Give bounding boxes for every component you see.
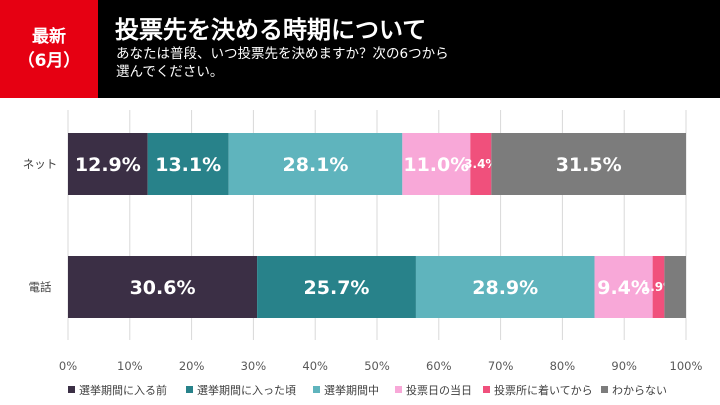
legend-label: 選挙期間中 [324,384,379,397]
data-label: 28.1% [283,154,349,176]
badge-line2: （6月） [17,51,81,71]
x-tick-label: 30% [241,359,267,373]
header-bar [0,0,720,98]
bar-segment [415,256,595,318]
legend-label: 選挙期間に入った頃 [197,384,296,397]
x-tick-label: 50% [364,359,390,373]
data-label: 3.4% [464,157,497,171]
x-tick-label: 20% [179,359,205,373]
page-title: 投票先を決める時期について [115,16,427,44]
legend-label: 投票日の当日 [406,383,472,397]
bar-segment [68,256,258,318]
bar-segment [491,133,686,195]
subtitle-line1: あなたは普段、いつ投票先を決めますか？次の6つから [116,46,449,62]
x-tick-label: 40% [302,359,328,373]
data-label: 12.9% [75,154,141,176]
x-tick-label: 10% [117,359,143,373]
bar-segment [664,256,686,318]
x-tick-label: 0% [59,359,77,373]
data-label: 31.5% [556,154,622,176]
legend-swatch [395,386,402,393]
legend-swatch [601,386,608,393]
page-subtitle: あなたは普段、いつ投票先を決めますか？次の6つから 選んでください。 [116,45,676,81]
data-label: 13.1% [155,154,221,176]
legend-swatch [313,386,320,393]
data-label: 9.4% [597,277,650,299]
x-tick-label: 70% [488,359,514,373]
legend-swatch [186,386,193,393]
badge-line1: 最新 [32,27,66,47]
data-label: 25.7% [304,277,370,299]
bar-segment [470,133,492,195]
data-label: 11.0% [403,154,469,176]
x-tick-label: 80% [550,359,576,373]
bar-segment [402,133,471,195]
legend-label: 選挙期間に入る前 [79,383,167,397]
bar-segment [257,256,416,318]
legend-swatch [68,386,75,393]
legend-label: わからない [612,384,667,397]
legend-swatch [483,386,490,393]
subtitle-line2: 選んでください。 [116,64,224,80]
x-tick-label: 100% [670,359,703,373]
bar-segment [68,133,148,195]
latest-badge: 最新 （6月） [0,0,98,98]
data-label: 28.9% [472,277,538,299]
x-tick-label: 60% [426,359,452,373]
bar-segment [652,256,665,318]
category-label: 電話 [29,280,52,294]
bar-segment [228,133,403,195]
data-label: 30.6% [130,277,196,299]
x-tick-label: 90% [611,359,637,373]
bar-segment [594,256,653,318]
category-label: ネット [23,157,58,171]
legend-label: 投票所に着いてから [494,383,593,397]
bar-segment [147,133,229,195]
